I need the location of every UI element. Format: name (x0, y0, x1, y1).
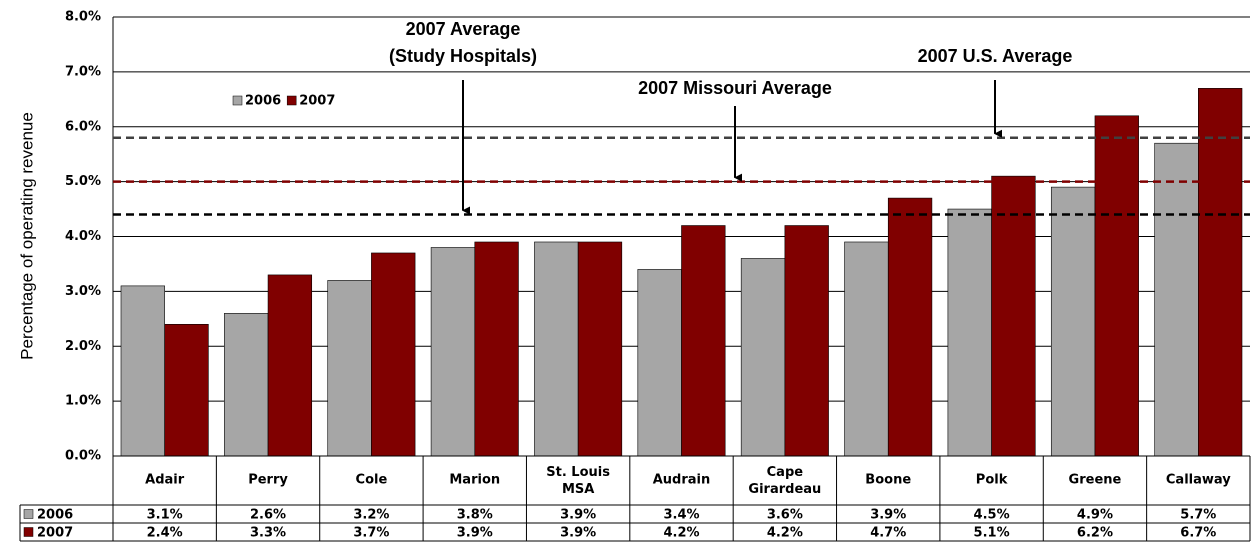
data-label: 2.6% (250, 508, 286, 523)
data-label: 6.7% (1180, 526, 1216, 541)
y-tick-label: 2.0% (65, 339, 101, 354)
bar (371, 252, 416, 457)
data-label: 3.6% (767, 508, 803, 523)
bar (577, 241, 623, 457)
row-label: 2006 (37, 508, 73, 523)
x-tick-label: Greene (1069, 473, 1122, 488)
data-label: 5.7% (1180, 508, 1216, 523)
bar (267, 274, 313, 457)
data-label: 4.9% (1077, 508, 1113, 523)
y-tick-label: 0.0% (65, 449, 101, 464)
legend-label: 2007 (299, 94, 335, 109)
data-label: 5.1% (974, 526, 1010, 541)
data-label: 4.5% (974, 508, 1010, 523)
bar (784, 225, 829, 457)
data-label: 3.9% (560, 526, 596, 541)
y-axis-title: Percentage of operating revenue (17, 112, 36, 360)
bar (474, 241, 519, 457)
legend-swatch (23, 527, 34, 537)
bar (887, 197, 933, 457)
bar (327, 280, 372, 457)
annotation: 2007 Average (406, 19, 521, 39)
y-tick-label: 5.0% (65, 174, 101, 189)
x-tick-label: Cape Girardeau (748, 465, 821, 497)
bar (1154, 142, 1199, 457)
data-label: 3.1% (147, 508, 183, 523)
y-tick-label: 8.0% (65, 10, 101, 25)
bar (164, 323, 209, 457)
annotation: 2007 Missouri Average (638, 78, 832, 98)
data-label: 2.4% (147, 526, 183, 541)
data-label: 4.2% (767, 526, 803, 541)
bar (947, 208, 992, 457)
y-tick-label: 4.0% (65, 229, 101, 244)
data-label: 3.3% (250, 526, 286, 541)
bar (1094, 115, 1139, 457)
data-label: 4.7% (870, 526, 906, 541)
bar (991, 175, 1036, 457)
legend-swatch (23, 509, 34, 519)
data-label: 3.9% (560, 508, 596, 523)
legend-swatch (232, 95, 243, 106)
x-tick-label: Polk (976, 473, 1008, 488)
bar (534, 241, 579, 457)
x-tick-label: Callaway (1166, 473, 1231, 488)
bar (844, 241, 889, 457)
bar (740, 258, 786, 457)
data-label: 3.2% (353, 508, 389, 523)
data-label: 3.8% (457, 508, 493, 523)
bar (224, 313, 269, 457)
legend-label: 2006 (245, 94, 281, 109)
x-tick-label: Cole (356, 473, 388, 488)
y-tick-label: 7.0% (65, 64, 101, 79)
bar (637, 269, 682, 457)
bar (1050, 186, 1096, 457)
legend-swatch (286, 95, 297, 106)
data-label: 3.9% (870, 508, 906, 523)
x-tick-label: Boone (865, 473, 911, 488)
data-label: 3.9% (457, 526, 493, 541)
y-tick-label: 1.0% (65, 394, 101, 409)
annotation: (Study Hospitals) (389, 46, 537, 66)
x-tick-label: St. Louis MSA (546, 465, 610, 497)
bar (1198, 88, 1243, 457)
x-tick-label: Audrain (653, 473, 711, 488)
row-label: 2007 (37, 526, 73, 541)
annotation: 2007 U.S. Average (918, 46, 1073, 66)
data-label: 6.2% (1077, 526, 1113, 541)
y-tick-label: 3.0% (65, 284, 101, 299)
x-tick-label: Marion (449, 473, 500, 488)
y-tick-label: 6.0% (65, 119, 101, 134)
x-tick-label: Perry (248, 473, 288, 488)
data-label: 4.2% (663, 526, 699, 541)
x-tick-label: Adair (145, 473, 185, 488)
data-label: 3.4% (663, 508, 699, 523)
bar (430, 247, 476, 457)
bar (681, 225, 726, 457)
data-label: 3.7% (353, 526, 389, 541)
bar (120, 285, 165, 457)
